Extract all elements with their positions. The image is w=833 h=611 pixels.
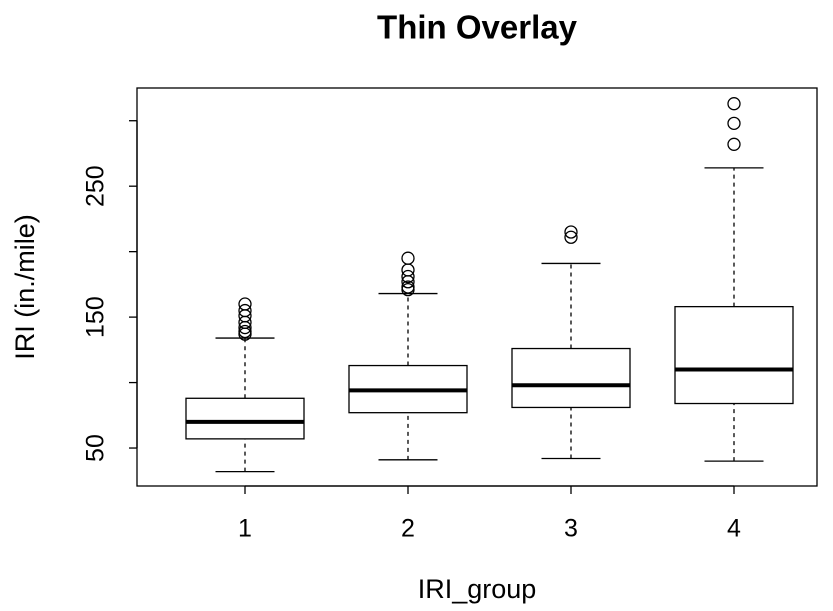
box: [511, 347, 631, 409]
x-tick-label: 1: [238, 515, 252, 543]
y-axis-label: IRI (in./mile): [10, 214, 40, 360]
y-tick-label: 50: [82, 434, 110, 462]
outlier: [401, 275, 415, 289]
box: [185, 397, 305, 440]
y-tick-label: 150: [82, 296, 110, 338]
outlier: [238, 327, 252, 341]
outlier: [727, 137, 741, 151]
outlier: [401, 269, 415, 284]
outlier: [401, 282, 415, 297]
x-tick-label: 2: [401, 515, 415, 543]
chart-title: Thin Overlay: [377, 9, 578, 46]
outlier: [238, 320, 252, 335]
outlier: [564, 225, 578, 239]
x-axis-label: IRI_group: [418, 574, 537, 604]
y-tick-label: 250: [82, 165, 110, 207]
box: [674, 305, 794, 405]
x-tick-label: 4: [727, 515, 741, 543]
outlier: [401, 251, 415, 265]
outlier: [564, 230, 578, 244]
x-tick-label: 3: [564, 515, 578, 543]
outlier: [727, 116, 741, 130]
outlier: [727, 97, 741, 111]
